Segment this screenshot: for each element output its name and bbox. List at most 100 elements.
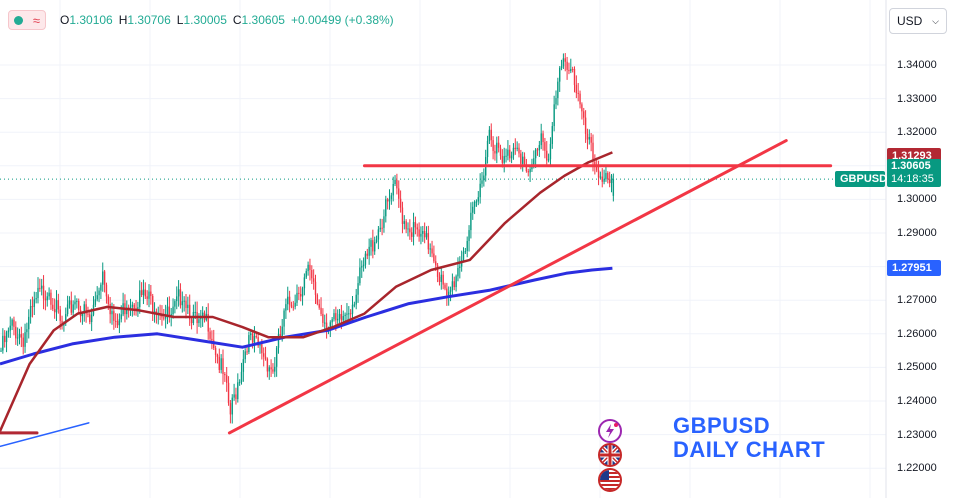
candle-body <box>238 381 241 383</box>
candle-body <box>418 229 420 237</box>
candle-body <box>312 278 315 282</box>
ohlc-open: O1.30106 <box>60 13 113 27</box>
candle-body <box>357 283 359 295</box>
candle-body <box>90 314 93 323</box>
candle-body <box>501 155 504 163</box>
candle-body <box>386 199 389 202</box>
candle-body <box>453 281 455 288</box>
candle-body <box>592 142 594 162</box>
candle-body <box>409 228 411 233</box>
candle-body <box>42 285 45 299</box>
candle-body <box>568 69 570 72</box>
candle-body <box>168 306 171 317</box>
candle-body <box>583 111 585 118</box>
candle-body <box>264 356 267 359</box>
candle-body <box>52 304 54 310</box>
candle-body <box>187 304 189 309</box>
candle-body <box>559 67 561 82</box>
candle-body <box>610 175 613 184</box>
candle-body <box>375 239 378 242</box>
y-tick-label: 1.24000 <box>897 395 937 407</box>
candle-body <box>499 147 502 156</box>
candle-body <box>279 334 282 337</box>
candle-body <box>220 358 222 370</box>
candle-body <box>555 98 557 105</box>
indicator-toggle-button[interactable]: ≈ <box>8 10 46 30</box>
candle-body <box>466 240 468 252</box>
candle-body <box>477 197 479 202</box>
candle-body <box>372 240 374 252</box>
candle-body <box>601 176 603 182</box>
uk-flag-icon <box>598 443 622 467</box>
candle-body <box>542 133 544 143</box>
candle-body <box>142 289 145 296</box>
candle-body <box>216 354 219 357</box>
candle-body <box>594 161 596 167</box>
candle-body <box>70 300 72 313</box>
candle-body <box>590 137 592 143</box>
candle-body <box>340 313 343 321</box>
candle-body <box>33 299 35 307</box>
us-flag-icon <box>598 468 622 492</box>
candle-body <box>300 294 302 297</box>
candle-body <box>118 319 121 326</box>
candle-body <box>281 326 283 337</box>
candle-body <box>553 104 555 127</box>
y-tick-label: 1.26000 <box>897 327 937 340</box>
candle-body <box>314 281 317 295</box>
candle-body <box>396 179 398 189</box>
candle-body <box>226 375 228 383</box>
candle-body <box>129 306 132 308</box>
candle-body <box>412 222 415 237</box>
candle-body <box>65 314 67 324</box>
candle-body <box>423 231 426 238</box>
candle-body <box>335 313 337 321</box>
candle-body <box>407 228 409 230</box>
candle-body <box>551 126 553 144</box>
bar-countdown: 14:18:35 <box>891 173 934 186</box>
main-uptrend-line <box>227 139 788 435</box>
lightning-circle-logo <box>598 419 622 443</box>
candle-body <box>261 344 263 354</box>
candle-body <box>374 241 376 252</box>
y-tick-label: 1.27000 <box>897 294 937 307</box>
candle-body <box>257 337 259 346</box>
candle-body <box>274 366 276 372</box>
candle-body <box>520 153 522 164</box>
candle-body <box>411 232 413 237</box>
candle-body <box>353 304 356 306</box>
candle-body <box>470 212 472 231</box>
uk-flag-graphic <box>600 445 620 465</box>
candle-body <box>214 348 217 355</box>
candle-body <box>222 358 224 374</box>
candle-body <box>433 253 435 262</box>
candle-body <box>185 300 187 309</box>
candle-body <box>359 267 361 284</box>
candle-body <box>546 150 548 161</box>
candle-body <box>547 159 550 161</box>
candle-body <box>329 322 331 328</box>
candle-body <box>270 367 272 370</box>
candle-body <box>494 150 496 154</box>
candle-body <box>211 338 213 341</box>
candle-body <box>133 304 135 309</box>
candle-body <box>483 175 485 181</box>
candle-body <box>181 301 183 306</box>
candle-body <box>518 147 520 154</box>
candle-body <box>76 300 78 302</box>
candle-body <box>394 179 396 185</box>
candle-body <box>140 290 143 296</box>
candle-body <box>146 296 148 299</box>
candle-body <box>322 313 324 323</box>
candle-body <box>608 179 611 184</box>
candle-body <box>213 340 215 349</box>
candle-body <box>107 296 109 305</box>
candle-body <box>127 307 130 309</box>
candle-body <box>28 316 30 330</box>
currency-select[interactable]: USD ⌵ <box>889 8 947 34</box>
candle-body <box>316 294 319 304</box>
y-tick-label: 1.33000 <box>897 92 937 105</box>
candle-body <box>383 216 385 228</box>
candle-body <box>403 221 405 224</box>
